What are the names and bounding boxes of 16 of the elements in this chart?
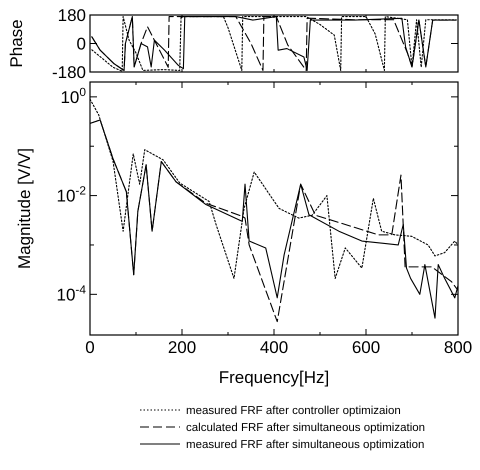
legend-label: measured FRF after simultaneous optimization (186, 439, 424, 451)
x-tick-label: 400 (260, 338, 288, 357)
x-tick-label: 200 (168, 338, 196, 357)
x-axis-title: Frequency[Hz] (218, 368, 330, 387)
y-axis-title: Phase (7, 19, 26, 68)
y-tick-label: 180 (58, 6, 86, 25)
y-tick-label: 0 (76, 34, 86, 54)
y-tick-label: 10$^{-2}$ (56, 184, 86, 206)
legend-label: calculated FRF after simultaneous optimization (186, 422, 426, 434)
y-tick-label: 10$^{0}$ (60, 84, 86, 107)
legend-label: measured FRF after controller optimizaion (186, 405, 401, 417)
y-axis-title: Magnitude [V/V] (15, 148, 34, 269)
y-tick-label: 10$^{-4}$ (56, 282, 86, 304)
y-tick-label: -180 (52, 63, 86, 82)
x-tick-label: 800 (444, 338, 472, 357)
x-tick-label: 600 (352, 338, 380, 357)
